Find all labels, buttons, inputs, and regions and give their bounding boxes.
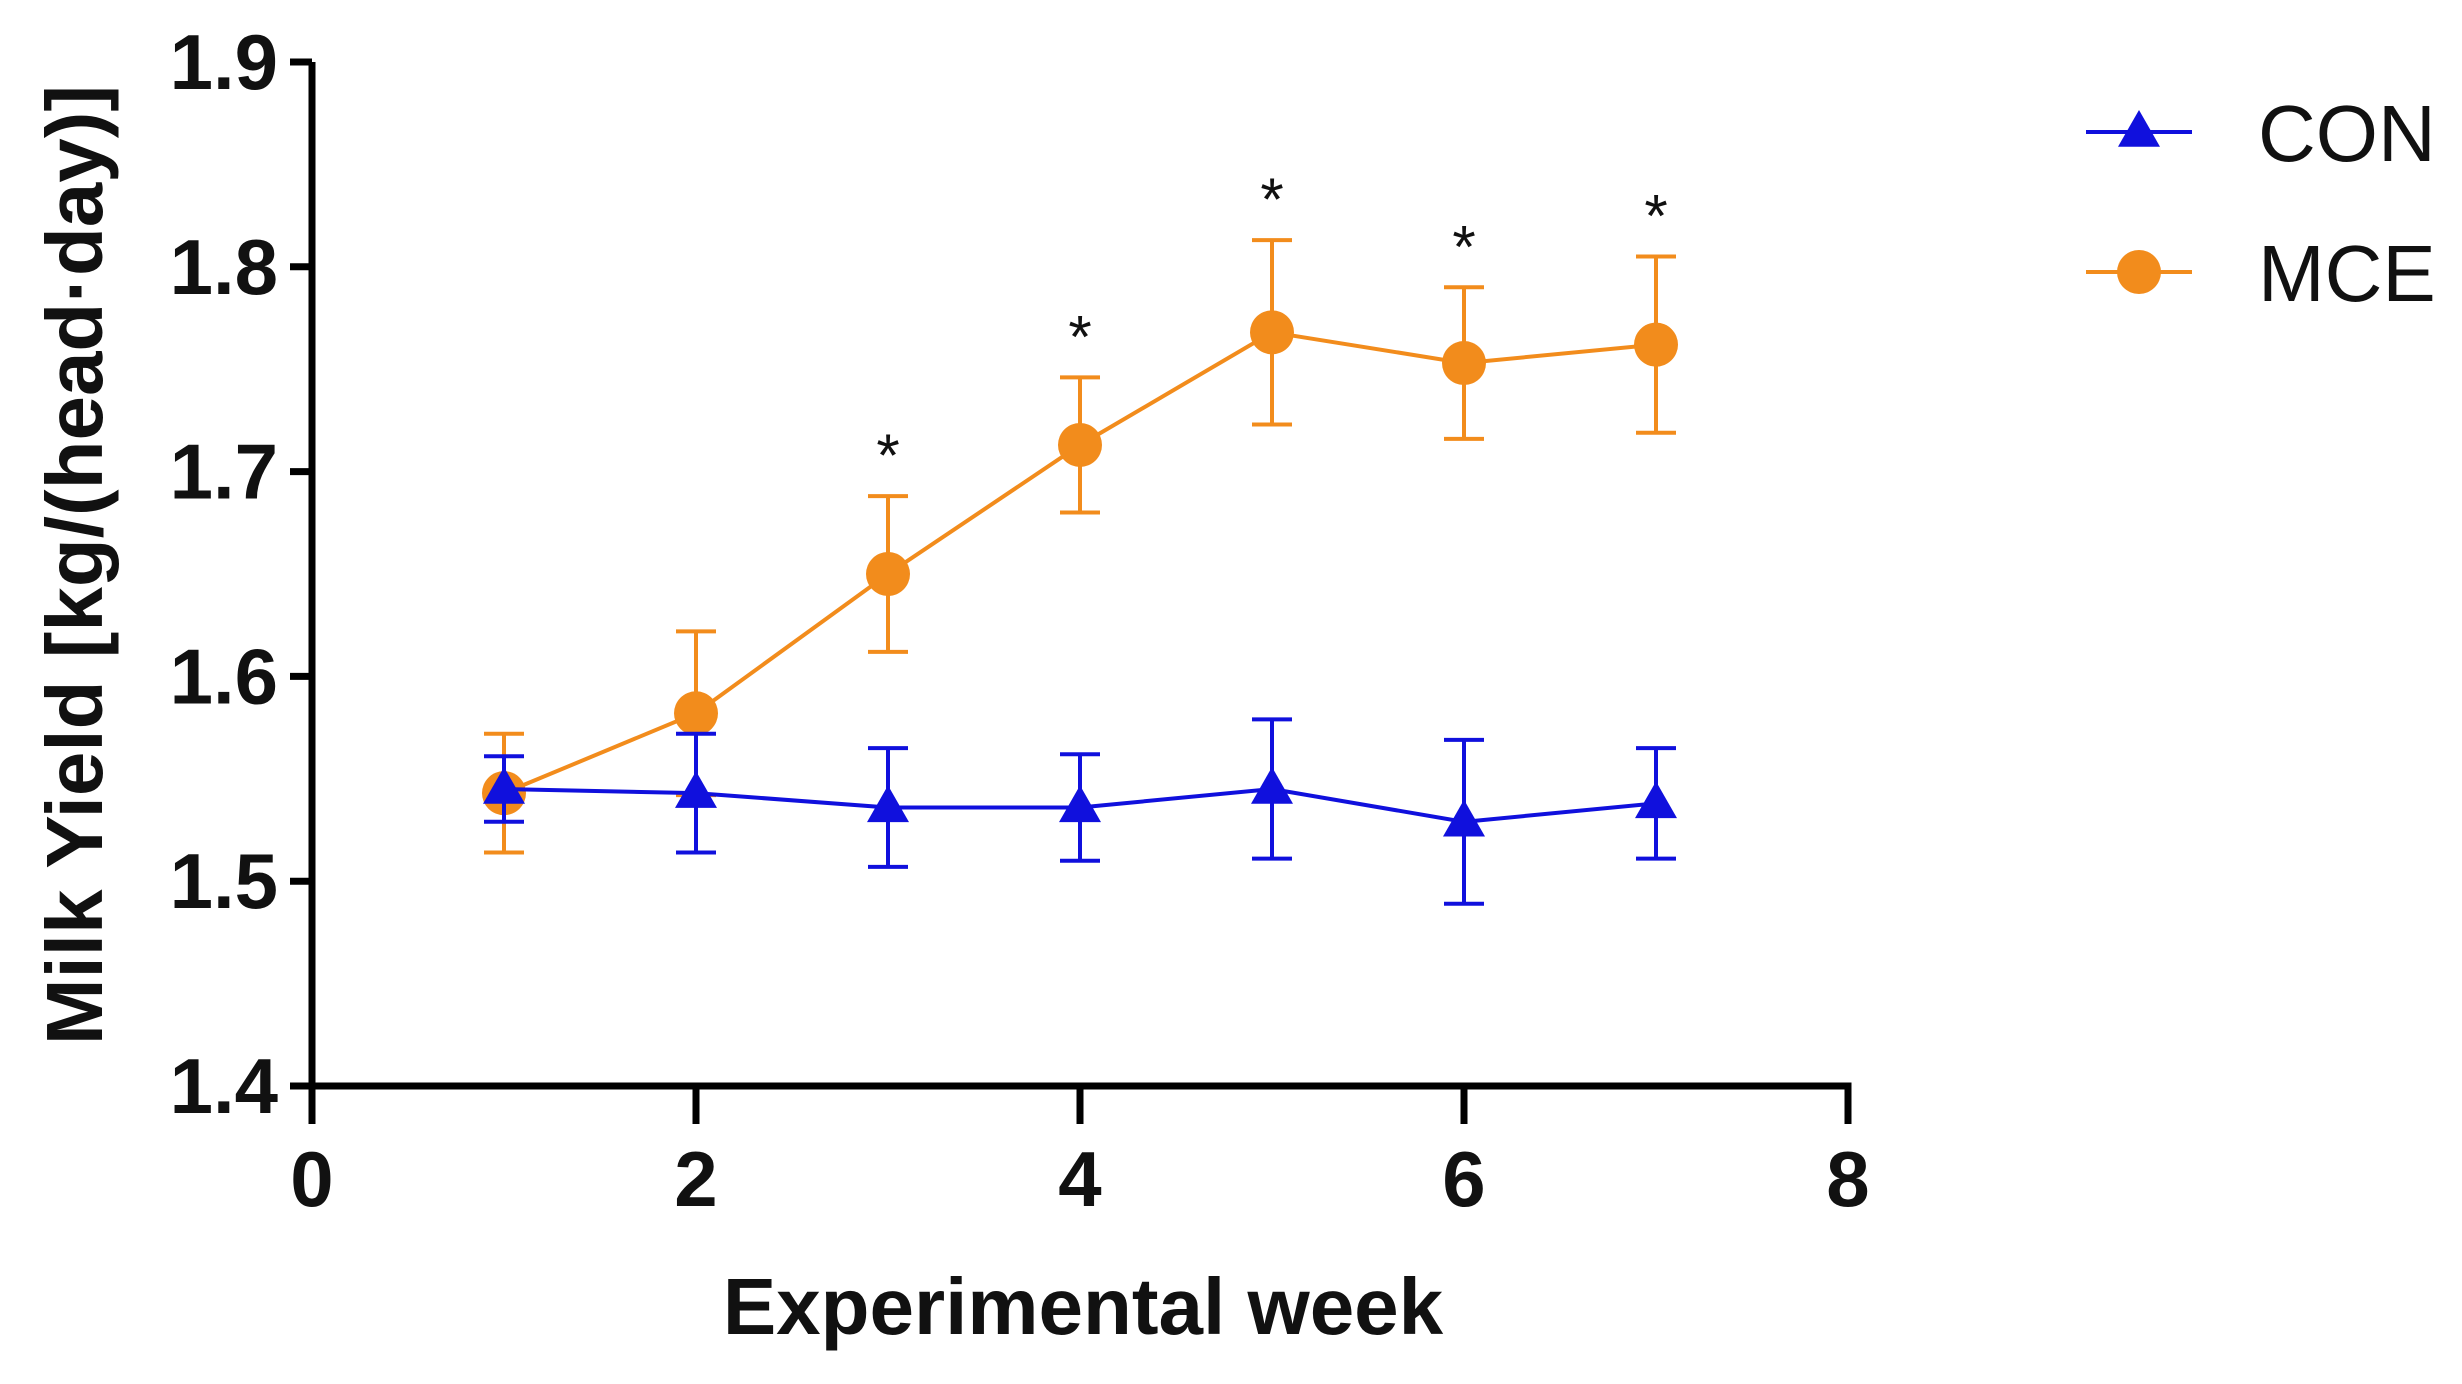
data-point <box>674 691 718 736</box>
data-point <box>1442 341 1486 386</box>
data-point <box>675 771 717 808</box>
data-point <box>1058 422 1102 467</box>
axes: 1.4 1.5 1.6 1.7 1.8 1.9 0 2 4 6 8 <box>170 18 1870 1223</box>
series-layer <box>482 238 1678 906</box>
data-point <box>1250 310 1294 355</box>
y-tick-label: 1.7 <box>170 428 278 516</box>
y-tick-label: 1.4 <box>170 1042 278 1130</box>
data-point <box>866 552 910 596</box>
significance-star: * <box>1260 166 1283 233</box>
legend-marker <box>2117 250 2161 294</box>
data-point <box>1059 785 1101 823</box>
y-axis-title: Milk Yield [kg/(head·day)] <box>30 85 119 1045</box>
x-tick-label: 8 <box>1826 1135 1869 1223</box>
legend-item-mce: MCE <box>2086 229 2436 318</box>
y-tick-label: 1.8 <box>170 223 278 311</box>
legend-label: CON <box>2258 89 2436 178</box>
significance-star: * <box>1644 183 1667 250</box>
y-tick-label: 1.6 <box>170 632 278 720</box>
legend-label: MCE <box>2258 229 2436 318</box>
x-tick-label: 6 <box>1442 1135 1485 1223</box>
y-tick-label: 1.9 <box>170 18 278 106</box>
data-point <box>483 766 525 804</box>
data-point <box>1635 781 1677 819</box>
x-axis-title: Experimental week <box>723 1262 1444 1351</box>
data-point <box>1251 766 1293 804</box>
series-con <box>483 717 1677 906</box>
legend-marker <box>2118 109 2160 147</box>
x-tick-label: 0 <box>290 1135 333 1223</box>
data-point <box>867 785 909 823</box>
data-point <box>1634 322 1678 367</box>
data-point <box>1443 799 1485 837</box>
x-tick-label: 2 <box>674 1135 717 1223</box>
y-tick-label: 1.5 <box>170 837 278 925</box>
significance-star: * <box>876 422 899 489</box>
significance-star: * <box>1068 303 1091 370</box>
x-tick-label: 4 <box>1058 1135 1101 1223</box>
legend-item-con: CON <box>2086 89 2436 178</box>
annotations-layer: * * * * * <box>876 166 1667 489</box>
significance-star: * <box>1452 213 1475 280</box>
legend: CON MCE <box>2086 89 2436 318</box>
